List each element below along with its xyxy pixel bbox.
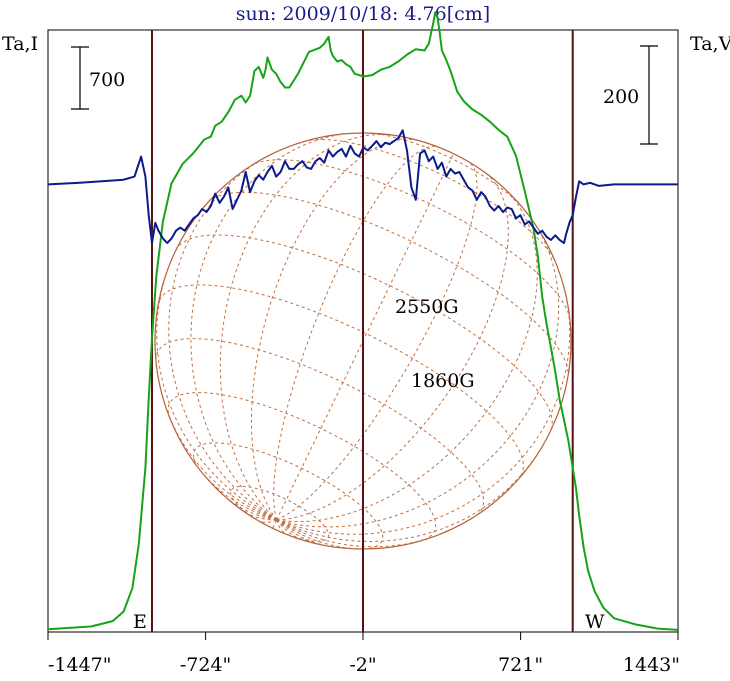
meridian-line — [244, 511, 277, 521]
series-V-curve — [47, 129, 678, 244]
annotation-1860g: 1860G — [411, 370, 475, 392]
meridian-line — [276, 519, 303, 541]
parallel-line — [155, 338, 485, 516]
scale-bar-left-label: 700 — [89, 69, 125, 91]
meridian-line — [276, 153, 454, 521]
parallel-line — [207, 191, 569, 377]
meridian-line — [272, 519, 278, 529]
meridian-line — [194, 463, 277, 521]
meridian-line — [190, 132, 364, 521]
meridian-line — [162, 396, 277, 521]
parallel-line — [167, 391, 437, 541]
y-right-label: Ta,V — [690, 33, 730, 55]
series-I-curve — [47, 11, 679, 631]
parallel-line — [303, 139, 557, 264]
meridian-line — [273, 145, 439, 521]
meridian-line — [168, 145, 292, 521]
limb-label-east: E — [133, 611, 147, 633]
parallel-line — [193, 442, 384, 550]
meridian-line — [276, 519, 372, 550]
x-tick-label: 721" — [498, 654, 543, 676]
meridian-line — [222, 494, 277, 521]
scale-bar-right-label: 200 — [603, 86, 639, 108]
curves — [47, 11, 679, 631]
x-tick-label: -1447" — [48, 654, 112, 676]
x-axis: -1447" -724" -2" 721" 1443" — [47, 632, 680, 676]
meridian-line — [276, 275, 571, 535]
chart-title: sun: 2009/10/18: 4.76[cm] — [236, 3, 490, 25]
parallel-line — [363, 132, 526, 212]
meridian-line — [276, 187, 538, 523]
scale-bar-left — [71, 46, 89, 110]
parallel-line — [230, 485, 330, 542]
x-tick-label: -2" — [349, 654, 376, 676]
meridian-line — [276, 519, 444, 548]
meridian-line — [219, 133, 396, 521]
meridian-line — [276, 161, 478, 521]
limb-markers — [150, 30, 574, 632]
x-tick-label: -724" — [180, 654, 231, 676]
parallel-line — [249, 159, 571, 322]
parallel-line — [175, 234, 553, 432]
limb-label-west: W — [585, 611, 605, 633]
x-tick-label: 1443" — [623, 654, 680, 676]
meridian-line — [276, 519, 331, 547]
meridian-line — [156, 241, 277, 521]
y-left-label: Ta,I — [2, 33, 38, 55]
meridian-line — [276, 172, 509, 521]
meridian-line — [250, 138, 419, 521]
meridian-line — [276, 421, 556, 543]
scale-bar-right — [640, 45, 658, 145]
annotation-2550g: 2550G — [395, 296, 459, 318]
